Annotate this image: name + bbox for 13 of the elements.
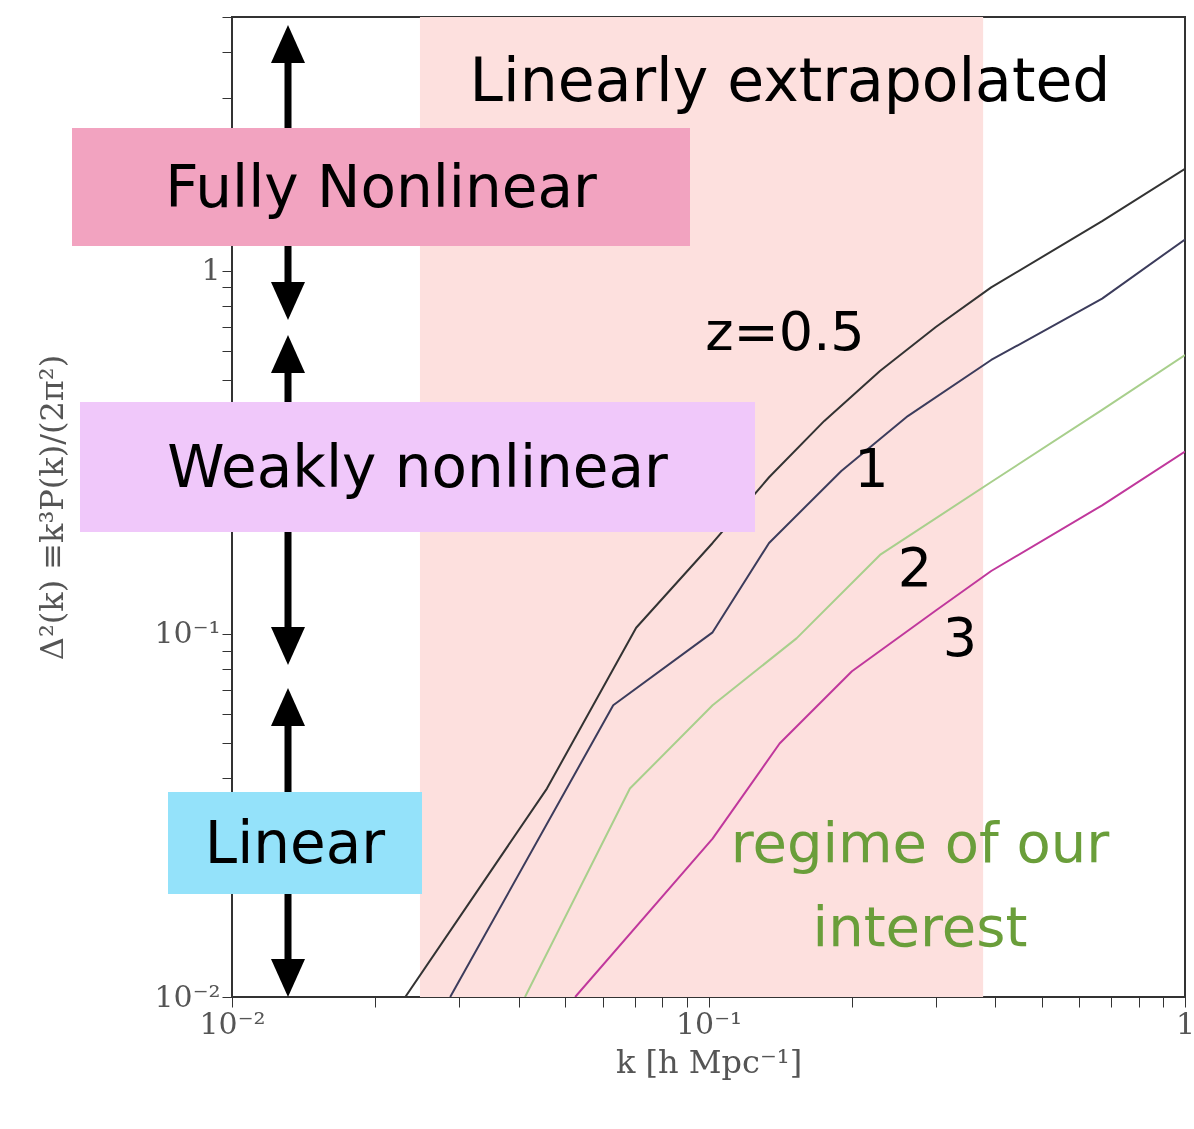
- x-tick-label: 1: [1175, 1005, 1194, 1041]
- y-axis-title: Δ²(k) ≡k³P(k)/(2π²): [33, 354, 72, 661]
- band-label: regime of our interest: [729, 809, 1111, 961]
- series-label: 3: [942, 606, 978, 670]
- series-label: z=0.5: [705, 299, 865, 363]
- x-tick-label: 10⁻²: [199, 1005, 266, 1041]
- series-label: 1: [854, 436, 889, 500]
- y-tick-label: 1: [201, 252, 221, 288]
- x-tick-label: 10⁻¹: [675, 1005, 743, 1041]
- series-label: 2: [897, 535, 933, 599]
- y-tick-label: 10⁻¹: [154, 615, 221, 651]
- x-axis-title: k [h Mpc⁻¹]: [615, 1042, 803, 1081]
- annotation: Linearly extrapolated: [468, 44, 1112, 117]
